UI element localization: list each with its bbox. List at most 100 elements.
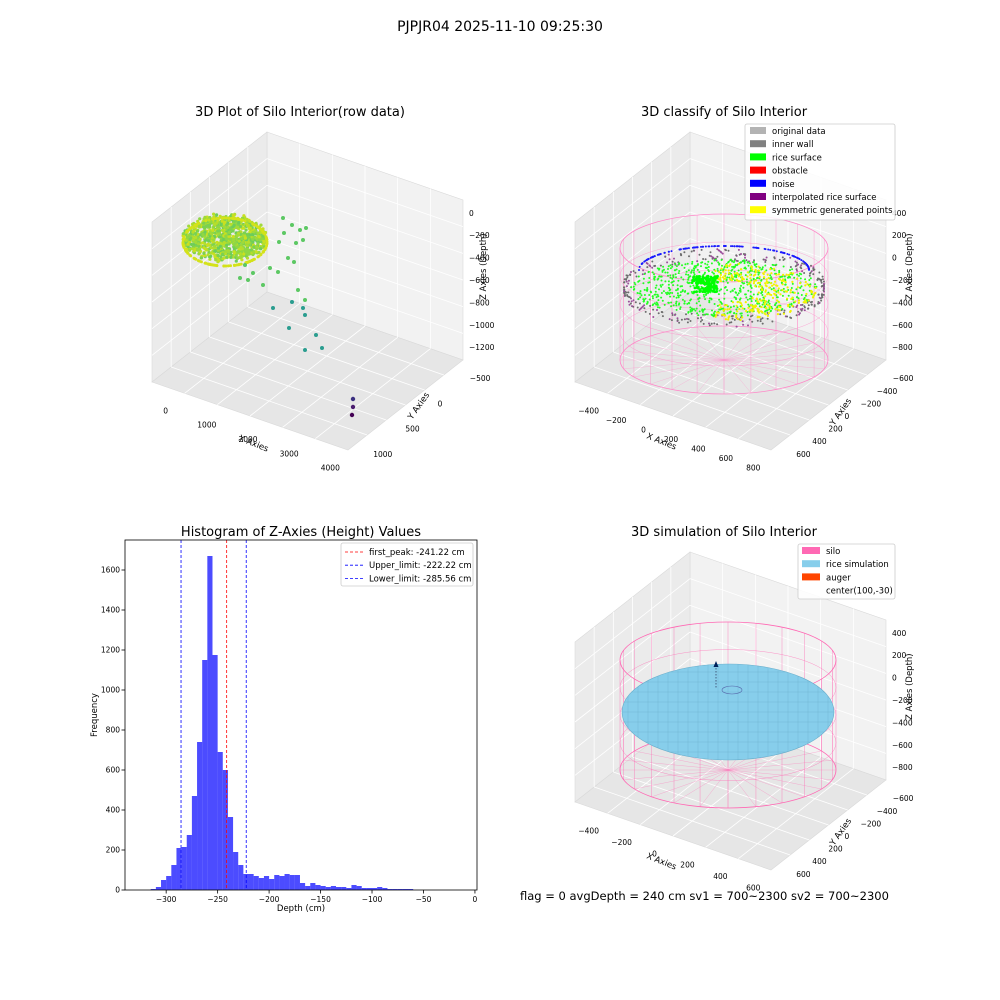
classify-legend-label: symmetric generated points: [772, 206, 893, 216]
inner-wall-point: [701, 319, 704, 321]
symmetric-point: [757, 301, 760, 304]
rice-surface-point: [731, 289, 734, 292]
raw-point: [216, 246, 221, 250]
classify-y-tick: −400: [877, 387, 898, 396]
histogram-bar: [171, 865, 177, 890]
noise-point: [723, 245, 726, 247]
raw-point: [282, 231, 286, 235]
noise-point: [752, 246, 755, 249]
simulation-y-tick: 400: [812, 857, 827, 866]
figure-suptitle: PJPJR04 2025-11-10 09:25:30: [397, 19, 603, 35]
raw-point: [320, 346, 324, 350]
symmetric-point: [724, 318, 728, 321]
inner-wall-point: [683, 318, 686, 321]
rice-surface-point: [707, 260, 710, 263]
simulation-3d-ticks: −400−20002004006006004002000−200−400−600…: [578, 629, 913, 893]
rice-surface-point: [747, 264, 750, 267]
rice-surface-point: [667, 274, 669, 277]
raw-x-tick: 1000: [197, 421, 216, 430]
rice-surface-point: [730, 258, 732, 261]
noise-point: [693, 246, 696, 249]
raw-point: [203, 226, 207, 230]
rice-surface-point: [694, 309, 697, 312]
rice-surface-point: [790, 287, 793, 289]
inner-wall-point: [810, 303, 813, 306]
symmetric-point: [771, 284, 774, 287]
rice-surface-point: [798, 274, 800, 277]
rice-surface-point: [705, 280, 709, 283]
raw-point: [197, 225, 201, 229]
rice-surface-point: [739, 287, 742, 290]
symmetric-point: [718, 303, 721, 306]
histogram-plot-frame: [124, 539, 478, 891]
silo-floor-spoke: [671, 359, 725, 390]
histogram-bar: [341, 887, 347, 890]
rice-surface-point: [693, 290, 696, 294]
simulation-legend-label: auger: [826, 573, 851, 583]
inner-wall-point: [783, 309, 786, 312]
symmetric-point: [758, 316, 761, 319]
symmetric-point: [776, 313, 780, 316]
histogram-legend-label: Upper_limit: -222.22 cm: [369, 561, 472, 571]
raw-point: [290, 223, 294, 227]
inner-wall-point: [657, 312, 660, 315]
symmetric-point: [731, 301, 735, 304]
symmetric-point: [757, 285, 761, 288]
inner-wall-point: [761, 317, 764, 320]
rice-surface-point: [643, 299, 646, 301]
symmetric-point: [794, 300, 797, 303]
inner-wall-point: [800, 267, 803, 270]
rice-surface-point: [645, 289, 648, 292]
silo-floor-spoke: [623, 769, 729, 781]
rice-surface-point: [724, 286, 727, 288]
inner-wall-point: [685, 313, 687, 316]
rice-surface-point: [814, 283, 817, 286]
symmetric-point: [727, 269, 730, 272]
classify-x-tick: 800: [746, 464, 761, 473]
rice-surface-point: [746, 261, 749, 264]
symmetric-point: [741, 316, 744, 319]
raw-point: [181, 238, 185, 242]
histogram-bar: [299, 883, 306, 890]
inner-wall-point: [820, 280, 823, 282]
rice-surface-point: [687, 282, 690, 285]
silo-floor-spoke: [727, 769, 833, 781]
rice-surface-point: [661, 283, 664, 286]
inner-wall-point: [643, 307, 646, 310]
symmetric-point: [768, 292, 771, 295]
inner-wall-point: [773, 257, 776, 260]
symmetric-point: [768, 286, 771, 289]
noise-point: [696, 246, 699, 249]
symmetric-point: [714, 315, 717, 318]
inner-wall-point: [795, 261, 798, 264]
classify-x-tick: 600: [719, 454, 734, 463]
raw-point: [350, 396, 356, 402]
raw-point: [229, 250, 233, 254]
raw-point: [227, 230, 231, 234]
histogram-y-tick-label: 0: [115, 886, 120, 895]
inner-wall-point: [796, 269, 798, 272]
rice-surface-point: [713, 259, 716, 262]
inner-wall-point: [625, 285, 628, 288]
raw-point: [222, 241, 226, 245]
noise-point: [740, 245, 743, 248]
symmetric-point: [810, 291, 813, 294]
symmetric-point: [757, 265, 760, 268]
raw-point: [186, 235, 190, 239]
histogram-y-tick-label: 1600: [101, 566, 120, 575]
noise-point: [786, 253, 789, 255]
rice-surface-point: [719, 272, 722, 274]
classify-z-tick: −200: [892, 276, 913, 285]
raw-point: [250, 233, 255, 237]
rice-surface-point: [772, 287, 775, 290]
symmetric-point: [756, 315, 760, 318]
raw-point: [226, 225, 230, 229]
symmetric-point: [728, 264, 731, 268]
symmetric-point: [762, 273, 765, 276]
symmetric-point: [763, 270, 766, 273]
inner-wall-point: [629, 274, 632, 276]
raw-point: [232, 223, 236, 227]
raw-point: [219, 223, 223, 227]
raw-point: [265, 240, 269, 244]
grid-line: [266, 158, 464, 228]
